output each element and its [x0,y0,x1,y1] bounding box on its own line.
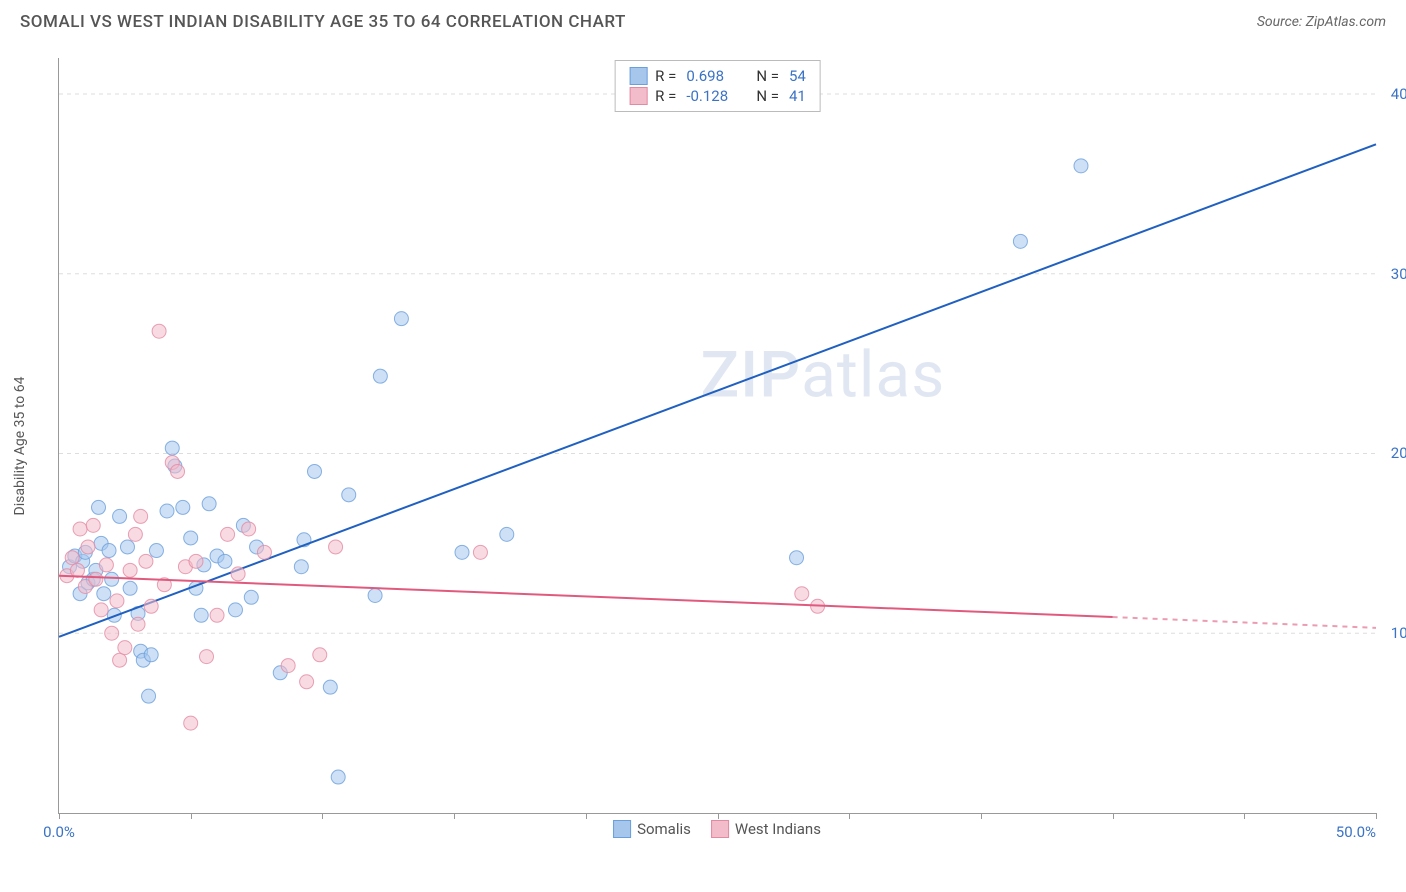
y-tick-label: 30.0% [1391,265,1406,283]
y-axis-label: Disability Age 35 to 64 [12,377,28,516]
x-tick [322,813,323,819]
legend-r-label: R = [655,87,676,105]
legend-swatch-westindians [711,820,729,838]
y-tick-label: 10.0% [1391,624,1406,642]
legend-swatch-somalis [613,820,631,838]
source-label: Source: ZipAtlas.com [1257,14,1386,30]
correlation-legend: R = 0.698 N = 54 R = -0.128 N = 41 [614,60,821,112]
chart-container: Disability Age 35 to 64 ZIPatlas R = 0.6… [48,48,1386,844]
legend-row-somalis: R = 0.698 N = 54 [629,67,806,85]
legend-r-label: R = [655,67,676,85]
legend-swatch-westindians [629,87,647,105]
chart-title: SOMALI VS WEST INDIAN DISABILITY AGE 35 … [20,12,626,32]
x-tick [59,813,60,819]
x-tick [1113,813,1114,819]
legend-r-value-somalis: 0.698 [686,67,736,85]
x-tick [849,813,850,819]
x-tick-label: 0.0% [43,823,75,841]
series-legend: Somalis West Indians [613,820,821,838]
plot-svg [59,58,1376,813]
legend-label-westindians: West Indians [735,820,821,838]
legend-n-label: N = [756,87,779,105]
x-tick [1376,813,1377,819]
y-tick-label: 40.0% [1391,85,1406,103]
legend-swatch-somalis [629,67,647,85]
legend-row-westindians: R = -0.128 N = 41 [629,87,806,105]
legend-item-westindians: West Indians [711,820,821,838]
x-tick-label: 50.0% [1336,823,1376,841]
x-tick [586,813,587,819]
legend-label-somalis: Somalis [637,820,691,838]
legend-n-value-somalis: 54 [789,67,806,85]
x-tick [718,813,719,819]
y-tick-label: 20.0% [1391,444,1406,462]
x-tick [1244,813,1245,819]
legend-n-label: N = [756,67,779,85]
x-tick [981,813,982,819]
legend-r-value-westindians: -0.128 [686,87,736,105]
legend-item-somalis: Somalis [613,820,691,838]
x-tick [454,813,455,819]
x-tick [191,813,192,819]
plot-area: ZIPatlas R = 0.698 N = 54 R = -0.128 N =… [58,58,1376,814]
legend-n-value-westindians: 41 [789,87,806,105]
